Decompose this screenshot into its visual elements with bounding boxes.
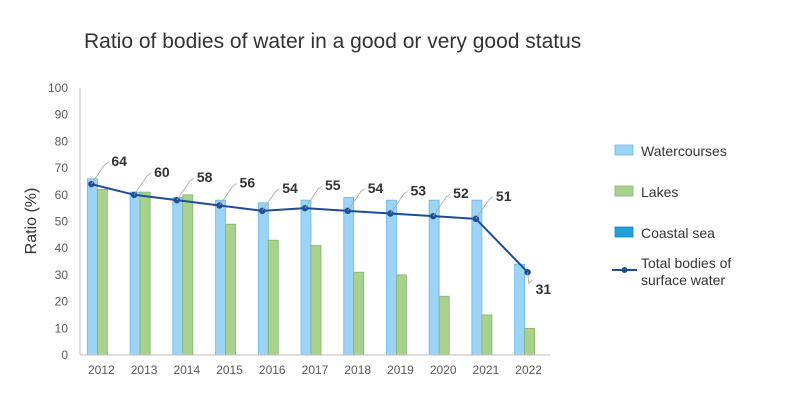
data-label: 55 [325,177,341,193]
leader-line [133,172,152,196]
data-label: 60 [154,164,170,180]
y-tick-label: 60 [55,188,69,202]
y-tick-label: 40 [55,241,69,255]
data-label: 52 [453,185,469,201]
x-axis-ticks: 2012 2013 2014 2015 2016 2017 2018 2019 2020 2021… [88,363,542,377]
y-tick-label: 30 [55,268,69,282]
bar-watercourses [257,202,269,356]
bar-lakes [396,274,407,356]
data-label: 56 [240,174,256,190]
legend-swatch [614,144,634,156]
bar-lakes [96,189,108,356]
legend-label: Watercourses [641,143,727,159]
leader-line [432,193,451,217]
leader-line [475,196,494,220]
total-point [259,207,266,215]
bar-series [86,178,536,356]
legend-label: surface water [641,272,725,288]
legend-label: Lakes [641,184,678,200]
total-point [387,210,394,217]
data-label: 58 [197,169,213,185]
legend: Watercourses Lakes Coastal sea Total bodies… [612,143,731,288]
bar-lakes [438,295,450,356]
y-axis-label: Ratio (%) [23,188,40,255]
bar-lakes [225,223,236,356]
leader-line [527,272,533,284]
y-tick-label: 0 [61,348,68,362]
bar-lakes [524,327,536,356]
data-label: 64 [111,153,127,169]
y-tick-label: 100 [48,81,68,95]
y-tick-label: 70 [55,161,69,175]
x-tick-label: 2019 [387,363,414,377]
bar-lakes [310,245,322,356]
x-tick-label: 2022 [515,363,542,377]
y-tick-label: 50 [55,215,69,229]
data-label: 53 [410,182,426,198]
data-label: 54 [282,180,298,196]
y-tick-label: 10 [55,321,69,335]
x-tick-label: 2017 [302,363,329,377]
x-tick-label: 2014 [173,363,200,377]
legend-label: Total bodies of [641,255,731,271]
y-tick-label: 90 [55,108,69,122]
x-tick-label: 2013 [131,363,158,377]
x-tick-label: 2020 [430,363,457,377]
y-axis-ticks: 0 10 20 30 40 50 60 70 80 90 100 [48,81,68,362]
bar-lakes [267,239,279,356]
bar-lakes [139,191,151,356]
leader-line [219,183,237,206]
total-point [344,207,351,215]
bar-watercourses [172,197,184,356]
bar-lakes [182,194,194,356]
bar-watercourses [86,178,98,356]
x-tick-label: 2021 [473,363,500,377]
y-tick-label: 20 [55,295,69,309]
axes [79,88,550,356]
data-label: 31 [536,281,552,297]
bar-watercourses [343,197,355,356]
bar-watercourses [129,191,141,356]
leader-line [176,177,195,201]
chart-title: Ratio of bodies of water in a good or ve… [84,30,582,53]
data-label: 54 [368,180,384,196]
bar-watercourses [386,199,397,356]
legend-label: Coastal sea [641,225,715,241]
leader-line [347,188,365,212]
legend-swatch [614,226,634,238]
leader-line [390,191,408,214]
legend-marker [621,267,628,273]
bar-watercourses [300,199,312,356]
y-tick-label: 80 [55,134,69,148]
leader-line [304,185,323,209]
x-tick-label: 2012 [88,363,115,377]
leader-line [261,188,280,212]
bar-lakes [353,271,365,356]
leader-line [91,161,109,185]
x-tick-label: 2015 [216,363,243,377]
x-tick-label: 2018 [344,363,371,377]
x-tick-label: 2016 [259,363,286,377]
total-point [472,215,480,223]
bar-watercourses [514,263,526,356]
data-labels: 64 60 58 56 54 55 54 53 52 51 31 [91,153,551,297]
data-label: 51 [496,188,512,204]
bar-watercourses [428,199,440,356]
total-point [524,269,531,276]
bar-lakes [481,314,493,356]
legend-swatch [614,185,634,197]
bar-watercourses [215,199,226,356]
